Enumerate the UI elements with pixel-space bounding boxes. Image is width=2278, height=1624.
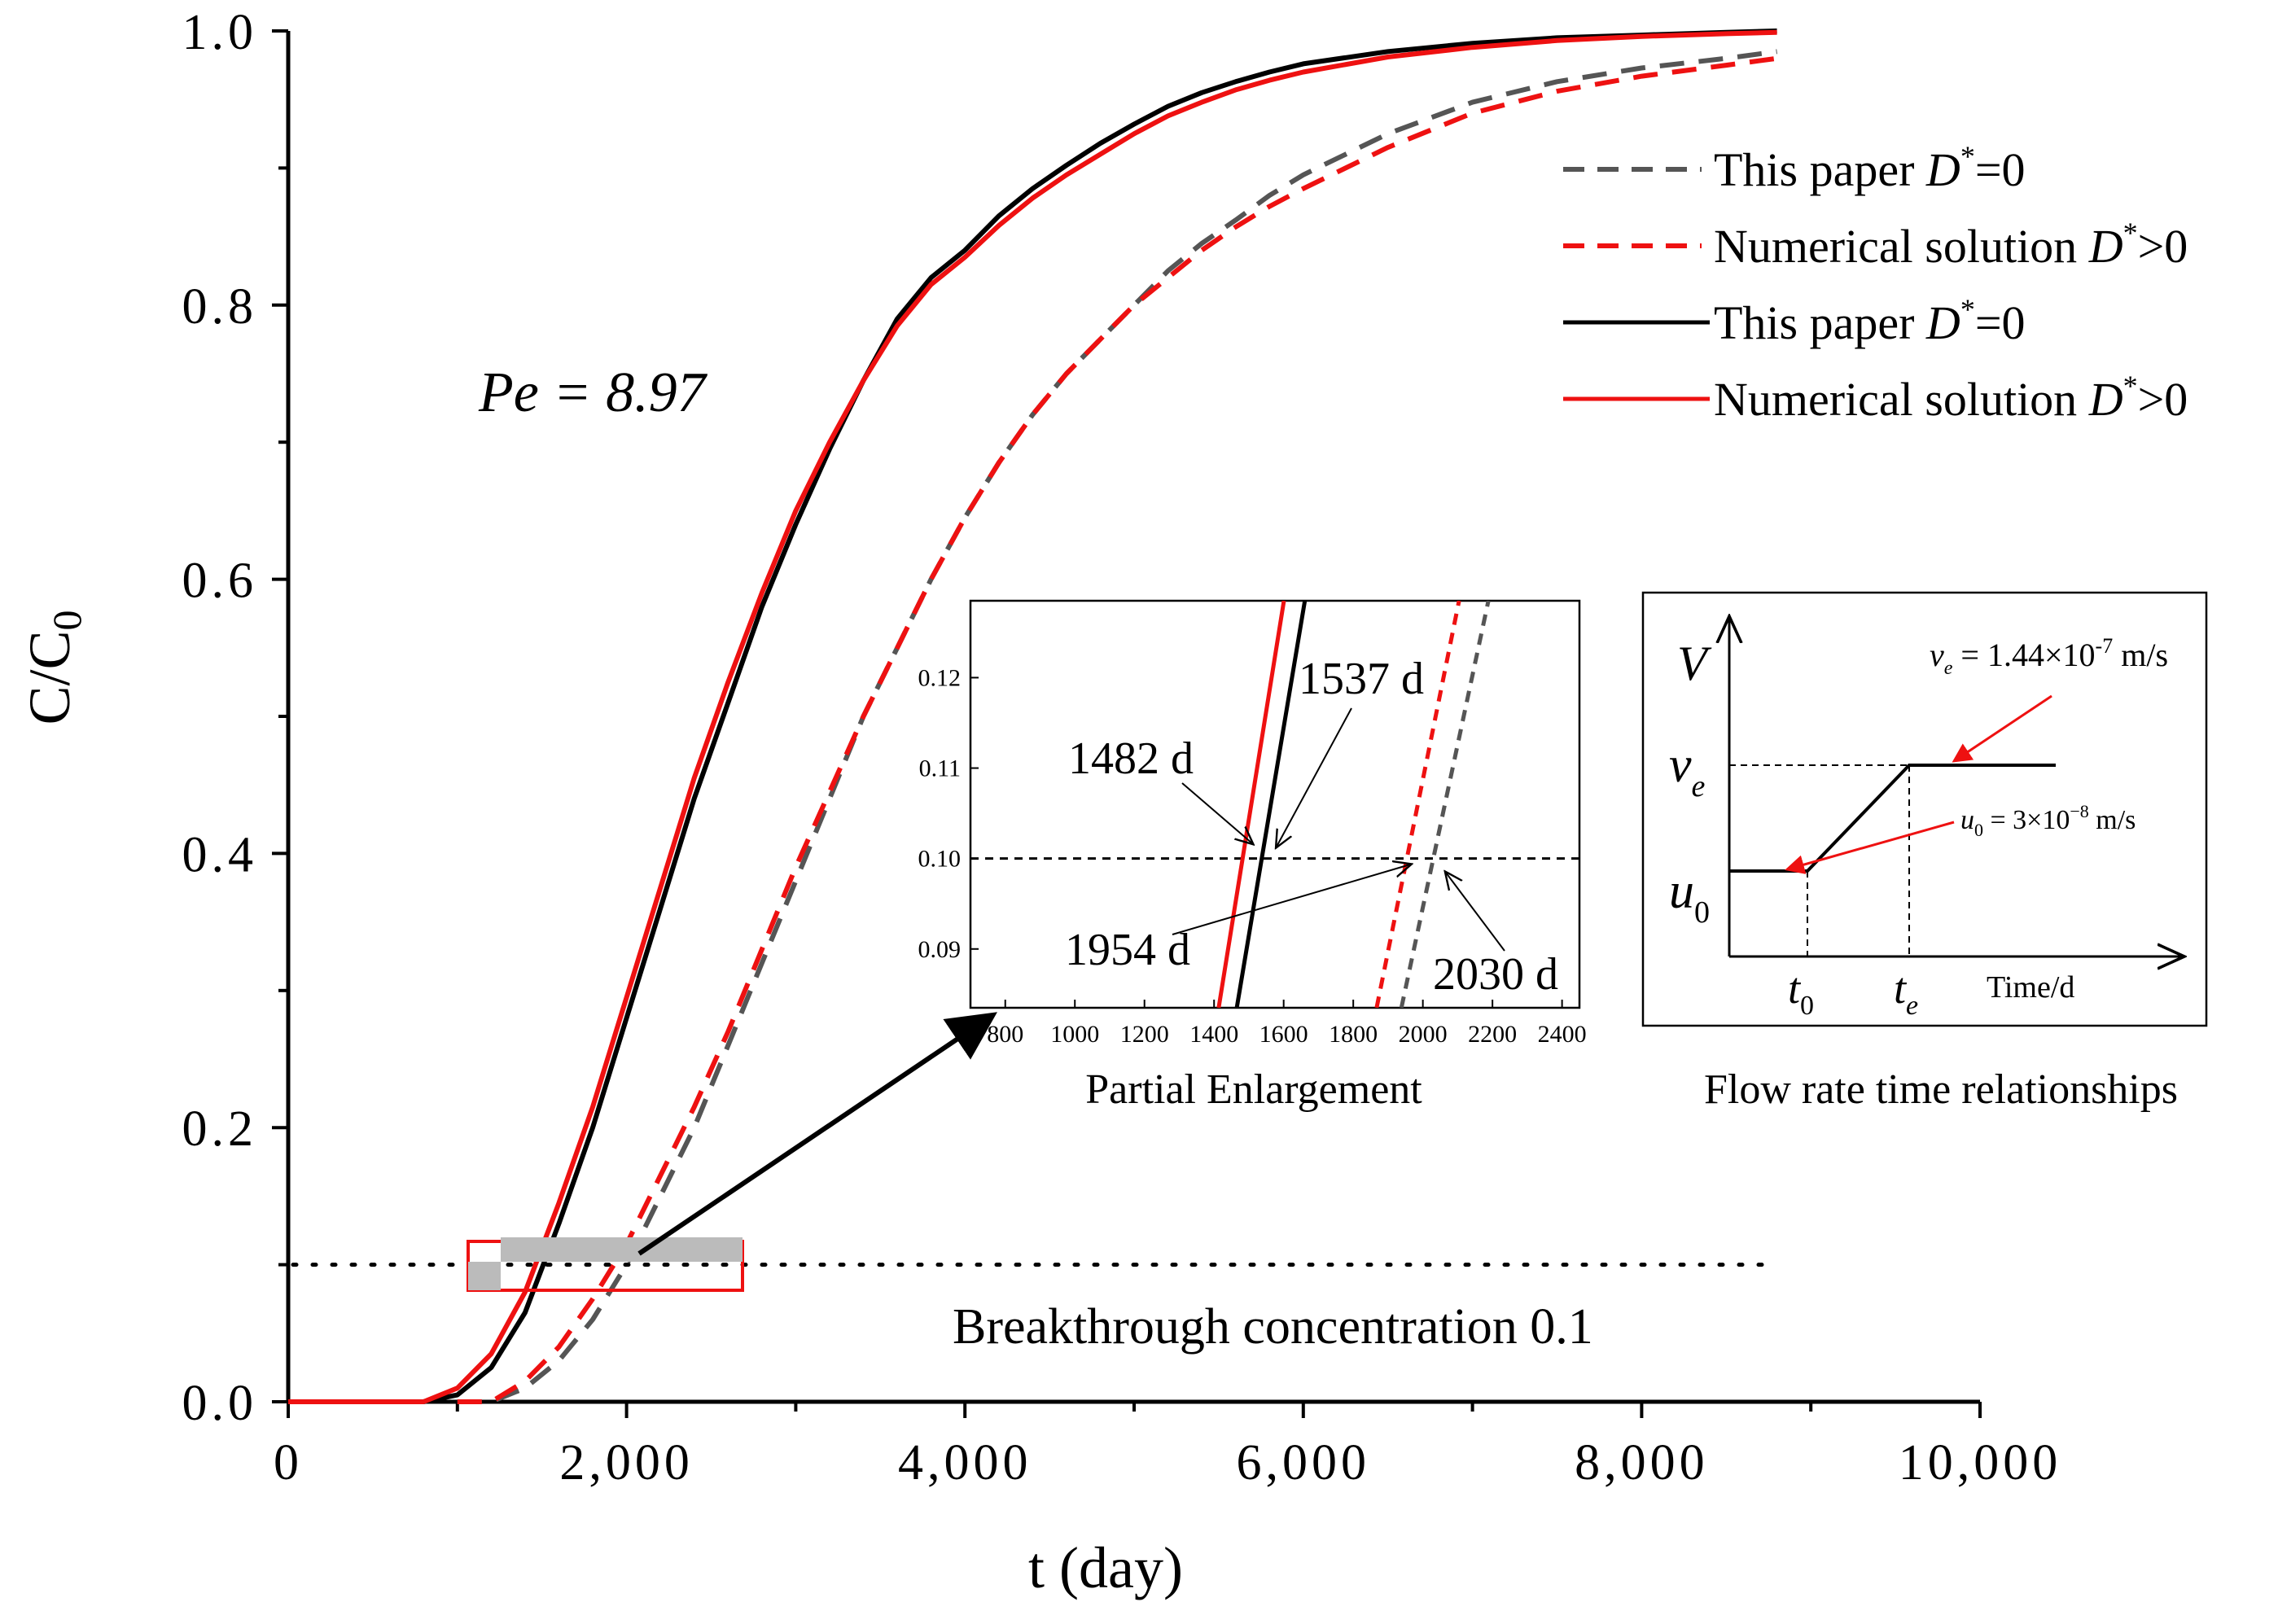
- inset-x-ticks: 800 1000 1200 1400 1600 1800 2000 2200 2400: [987, 1000, 1587, 1048]
- inset-series-1: [1216, 601, 1286, 1008]
- inset-y-tick-label: 0.11: [919, 755, 961, 782]
- y-axis-title: C/C0: [17, 610, 90, 724]
- legend-label-3: This paper D*=0: [1714, 293, 2026, 349]
- inset-enlargement-title: Partial Enlargement: [1085, 1066, 1422, 1113]
- y-tick-label: 0.4: [182, 827, 258, 882]
- inset-y-tick-label: 0.12: [918, 664, 962, 691]
- series-line-2: [457, 55, 1778, 1404]
- flow-t0-label: t0: [1788, 964, 1814, 1021]
- zoom-box-gray-left: [468, 1262, 501, 1290]
- inset-series-3: [1374, 601, 1461, 1008]
- inset-x-tick-label: 2000: [1399, 1021, 1448, 1048]
- inset-y-tick-label: 0.09: [918, 936, 962, 963]
- legend-item-2: Numerical solution D*>0: [1563, 217, 2188, 273]
- y-tick-label: 0.2: [182, 1101, 258, 1157]
- inset-flow-frame: [1641, 591, 2208, 1027]
- x-tick-label: 10,000: [1899, 1435, 2062, 1490]
- legend-item-4: Numerical solution D*>0: [1563, 370, 2188, 426]
- arrow-2030: [1446, 873, 1505, 952]
- zoom-arrow: [637, 1012, 997, 1256]
- inset-x-tick-label: 1800: [1329, 1021, 1378, 1048]
- label-1537: 1537 d: [1299, 654, 1424, 704]
- label-1482: 1482 d: [1068, 733, 1194, 784]
- inset-series-2: [1234, 601, 1308, 1008]
- legend-item-1: This paper D*=0: [1563, 140, 2026, 196]
- legend-label-2: Numerical solution D*>0: [1714, 217, 2188, 273]
- x-tick-label: 2,000: [559, 1435, 694, 1490]
- inset-partial-enlargement: 800 1000 1200 1400 1600 1800 2000 2200 2400 0.09…: [918, 599, 1587, 1113]
- flow-ve-equation: ve = 1.44×10-7 m/s: [1930, 634, 2168, 679]
- inset-x-tick-label: 2400: [1538, 1021, 1587, 1048]
- arrow-1537: [1277, 707, 1352, 847]
- legend-label-1: This paper D*=0: [1714, 140, 2026, 196]
- flow-x-label: Time/d: [1987, 970, 2074, 1005]
- peclet-annotation: Pe = 8.97: [478, 361, 708, 424]
- label-1954: 1954 d: [1065, 925, 1190, 975]
- arrow-1954: [1172, 865, 1410, 935]
- inset-y-ticks: 0.09 0.10 0.11 0.12: [918, 664, 979, 963]
- flow-rate-line: [1729, 764, 2056, 873]
- inset-flow-title: Flow rate time relationships: [1704, 1066, 2178, 1113]
- legend-item-3: This paper D*=0: [1563, 293, 2026, 349]
- inset-x-tick-label: 800: [987, 1021, 1023, 1048]
- label-2030: 2030 d: [1433, 949, 1558, 1000]
- breakthrough-label: Breakthrough concentration 0.1: [953, 1299, 1593, 1355]
- x-axis-title: t (day): [1028, 1535, 1183, 1600]
- arrow-1482: [1181, 782, 1252, 843]
- flow-y-label: V: [1677, 637, 1712, 690]
- y-ticks: 0.0 0.2 0.4 0.6 0.8 1.0: [182, 5, 288, 1431]
- y-tick-label: 1.0: [182, 5, 258, 60]
- inset-x-tick-label: 2200: [1468, 1021, 1517, 1048]
- main-axes: 0 2,000 4,000 6,000 8,000 10,000 0.0 0.2 0.4 0.6…: [17, 5, 2062, 1600]
- zoom-box-gray-top: [501, 1237, 743, 1262]
- inset-x-tick-label: 1400: [1189, 1021, 1238, 1048]
- y-tick-label: 0.8: [182, 279, 258, 335]
- legend-label-4: Numerical solution D*>0: [1714, 370, 2188, 426]
- flow-ve-arrow: [1952, 694, 2052, 763]
- flow-u0-equation: u0 = 3×10−8 m/s: [1960, 801, 2136, 840]
- flow-te-label: te: [1894, 964, 1918, 1021]
- x-ticks: 0 2,000 4,000 6,000 8,000 10,000: [274, 1402, 2062, 1490]
- inset-y-tick-label: 0.10: [918, 846, 962, 873]
- flow-u0-label: u0: [1669, 864, 1710, 930]
- x-tick-label: 4,000: [898, 1435, 1032, 1490]
- y-tick-label: 0.6: [182, 554, 258, 609]
- flow-u0-arrow: [1785, 821, 1955, 874]
- inset-annotations: 1482 d 1537 d 1954 d 2030 d: [1065, 654, 1558, 1000]
- flow-ve-label: ve: [1669, 738, 1706, 803]
- series-line-4: [288, 29, 1777, 1404]
- inset-series-4: [1399, 601, 1491, 1008]
- inset-x-tick-label: 1200: [1120, 1021, 1169, 1048]
- y-tick-label: 0.0: [182, 1376, 258, 1431]
- x-tick-label: 6,000: [1237, 1435, 1371, 1490]
- inset-enlargement-plot: [970, 601, 1579, 1008]
- legend: This paper D*=0 Numerical solution D*>0 …: [1563, 140, 2188, 426]
- inset-x-tick-label: 1600: [1259, 1021, 1308, 1048]
- inset-x-tick-label: 1000: [1050, 1021, 1099, 1048]
- inset-flow-rate: V ve u0 t0 te Time/d ve = 1.44×10-7 m/s …: [1641, 591, 2208, 1113]
- x-tick-label: 0: [274, 1435, 303, 1490]
- x-tick-label: 8,000: [1575, 1435, 1709, 1490]
- zoom-region-marker: [467, 1012, 997, 1292]
